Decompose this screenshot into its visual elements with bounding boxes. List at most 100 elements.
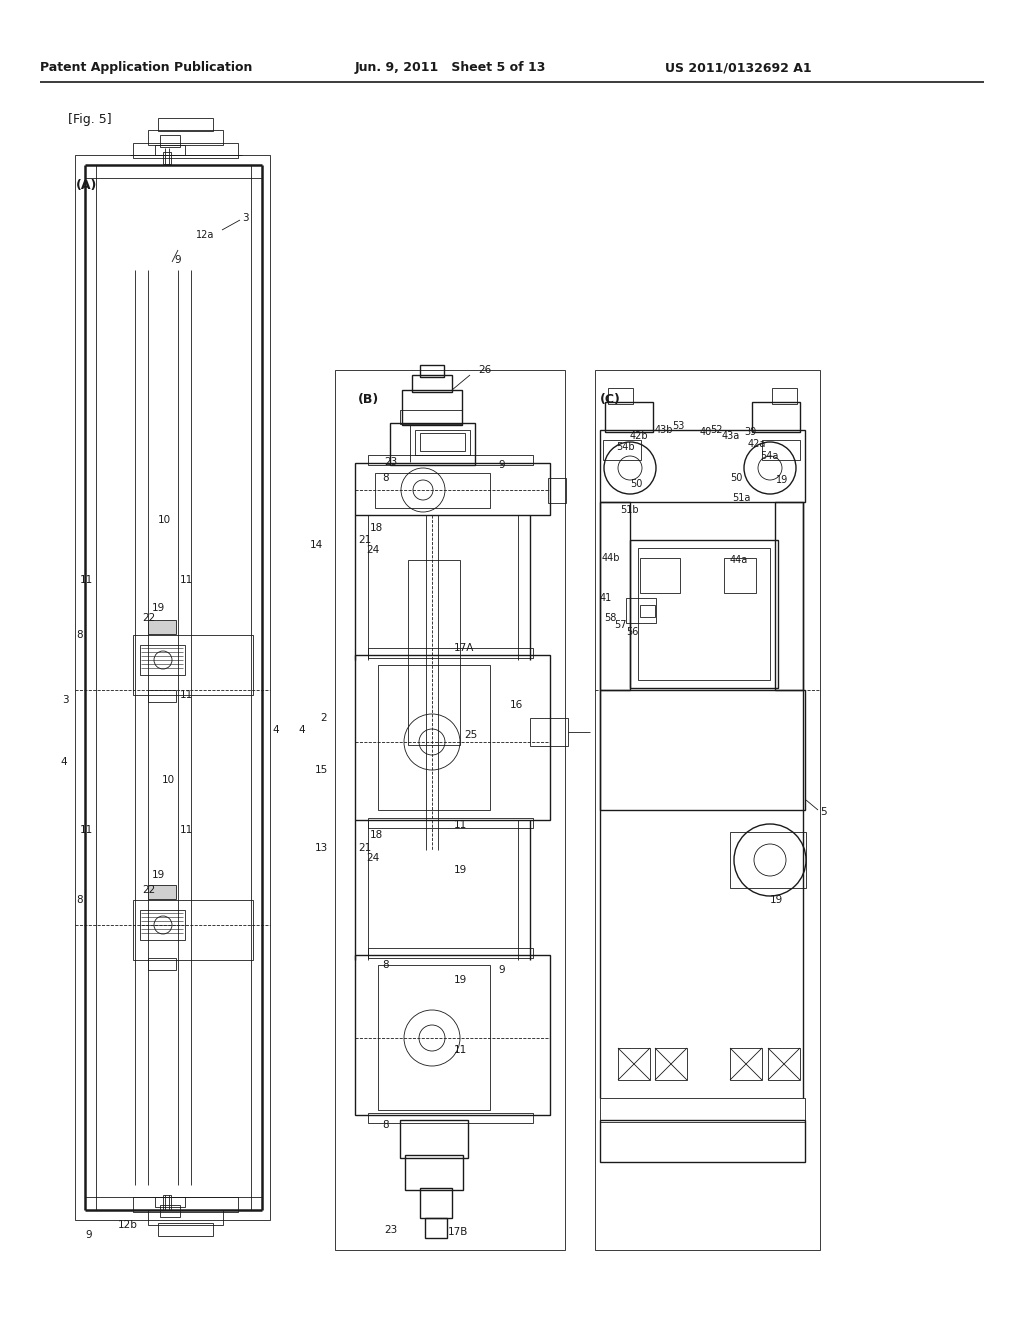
- Bar: [378, 665, 490, 810]
- Text: 14: 14: [310, 540, 324, 550]
- Text: 19: 19: [454, 975, 467, 985]
- Text: 3: 3: [62, 696, 69, 705]
- Text: 3: 3: [242, 213, 249, 223]
- Bar: [638, 548, 770, 680]
- Text: 44a: 44a: [730, 554, 749, 565]
- Bar: [752, 403, 800, 432]
- Text: 43b: 43b: [655, 425, 674, 436]
- Bar: [148, 958, 176, 970]
- Text: 9: 9: [498, 459, 505, 470]
- Bar: [148, 620, 176, 634]
- Text: 17A: 17A: [454, 643, 474, 653]
- Bar: [640, 558, 680, 593]
- Text: 51a: 51a: [732, 492, 751, 503]
- Text: 43a: 43a: [722, 432, 740, 441]
- Text: 50: 50: [630, 479, 642, 488]
- Text: 11: 11: [180, 576, 194, 585]
- Bar: [375, 473, 490, 508]
- Text: 57: 57: [614, 620, 627, 630]
- Bar: [772, 388, 797, 404]
- Text: 19: 19: [152, 603, 165, 612]
- Text: 51b: 51b: [620, 506, 639, 515]
- Text: 19: 19: [454, 865, 467, 875]
- Text: 22: 22: [142, 884, 156, 895]
- Bar: [160, 1205, 180, 1217]
- Text: 8: 8: [76, 630, 83, 640]
- Text: 44b: 44b: [602, 553, 621, 564]
- Bar: [335, 370, 565, 1250]
- Text: 5: 5: [820, 807, 826, 817]
- Bar: [368, 948, 534, 958]
- Bar: [425, 1218, 447, 1238]
- Text: 11: 11: [180, 690, 194, 700]
- Text: 9: 9: [174, 255, 180, 265]
- Text: 50: 50: [730, 473, 742, 483]
- Bar: [378, 965, 490, 1110]
- Text: 11: 11: [80, 825, 93, 836]
- Text: 22: 22: [142, 612, 156, 623]
- Text: 8: 8: [382, 473, 389, 483]
- Text: 16: 16: [510, 700, 523, 710]
- Text: 25: 25: [464, 730, 477, 741]
- Bar: [133, 900, 253, 960]
- Bar: [420, 433, 465, 451]
- Bar: [163, 1195, 171, 1210]
- Text: 11: 11: [80, 576, 93, 585]
- Bar: [730, 1048, 762, 1080]
- Bar: [618, 1048, 650, 1080]
- Text: (A): (A): [76, 178, 97, 191]
- Text: US 2011/0132692 A1: US 2011/0132692 A1: [665, 62, 812, 74]
- Bar: [768, 1048, 800, 1080]
- Text: 18: 18: [370, 523, 383, 533]
- Text: 19: 19: [776, 475, 788, 484]
- Bar: [158, 1224, 213, 1236]
- Text: 8: 8: [382, 960, 389, 970]
- Text: Patent Application Publication: Patent Application Publication: [40, 62, 252, 74]
- Text: 21: 21: [358, 843, 372, 853]
- Text: 9: 9: [498, 965, 505, 975]
- Bar: [368, 455, 534, 465]
- Text: 4: 4: [60, 756, 67, 767]
- Text: (C): (C): [600, 393, 621, 407]
- Text: (B): (B): [358, 393, 379, 407]
- Text: 42a: 42a: [748, 440, 766, 449]
- Bar: [724, 558, 756, 593]
- Bar: [775, 502, 803, 690]
- Text: 58: 58: [604, 612, 616, 623]
- Bar: [640, 605, 655, 616]
- Bar: [626, 598, 656, 623]
- Bar: [355, 655, 550, 820]
- Bar: [548, 478, 566, 503]
- Bar: [75, 154, 270, 1220]
- Bar: [595, 370, 820, 1250]
- Bar: [155, 1197, 185, 1206]
- Bar: [603, 440, 641, 459]
- Bar: [368, 818, 534, 828]
- Bar: [600, 1098, 805, 1122]
- Bar: [630, 540, 778, 688]
- Text: 19: 19: [770, 895, 783, 906]
- Text: 12b: 12b: [118, 1220, 138, 1230]
- Text: 11: 11: [454, 820, 467, 830]
- Bar: [655, 1048, 687, 1080]
- Bar: [600, 430, 805, 502]
- Bar: [158, 117, 213, 131]
- Bar: [140, 909, 185, 940]
- Bar: [133, 1197, 238, 1212]
- Bar: [402, 389, 462, 425]
- Text: 15: 15: [315, 766, 329, 775]
- Text: 26: 26: [478, 366, 492, 375]
- Bar: [148, 690, 176, 702]
- Bar: [140, 645, 185, 675]
- Text: 39: 39: [744, 426, 757, 437]
- Bar: [530, 718, 568, 746]
- Text: 8: 8: [382, 1119, 389, 1130]
- Text: 54b: 54b: [616, 442, 635, 451]
- Text: 11: 11: [180, 825, 194, 836]
- Text: Jun. 9, 2011   Sheet 5 of 13: Jun. 9, 2011 Sheet 5 of 13: [355, 62, 547, 74]
- Bar: [368, 648, 534, 657]
- Text: 10: 10: [158, 515, 171, 525]
- Bar: [155, 145, 185, 154]
- Bar: [762, 440, 800, 459]
- Bar: [730, 832, 806, 888]
